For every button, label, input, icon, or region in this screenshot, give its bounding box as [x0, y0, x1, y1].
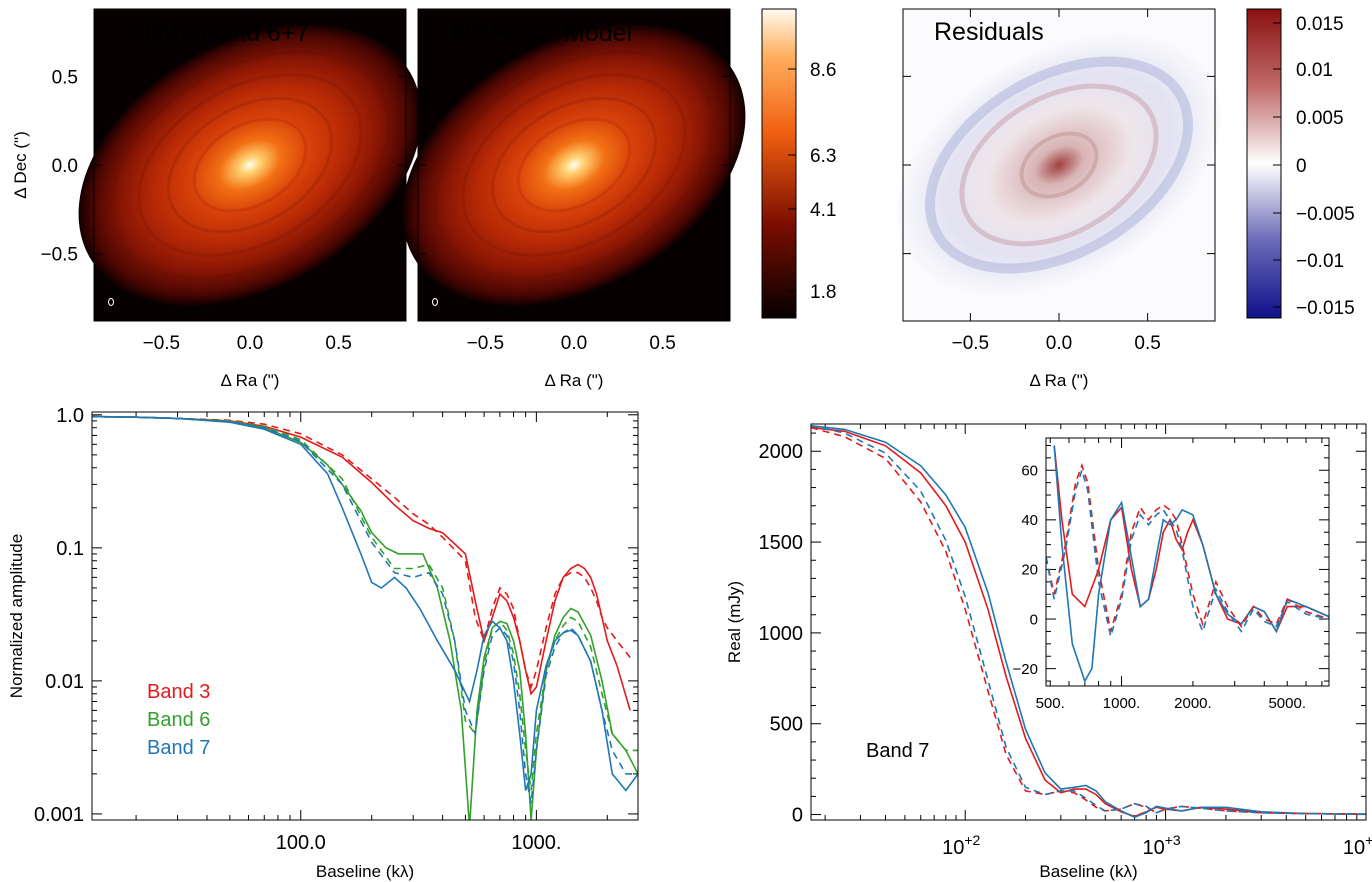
plot-frame: [91, 411, 639, 821]
x-tick-label: −0.5: [952, 333, 990, 354]
colorbar-tick-label: 0.015: [1296, 14, 1344, 35]
x-tick-exponent: +4: [1365, 832, 1372, 848]
y-tick-label: 0.01: [45, 671, 84, 693]
plot-frame: [1045, 437, 1330, 687]
x-axis-label: Baseline (kλ): [316, 862, 414, 881]
y-axis-label: Δ Dec ("): [11, 131, 30, 198]
y-tick-label: −0.5: [40, 245, 78, 266]
x-tick-label: 10+4: [1343, 832, 1372, 859]
x-tick-label: 0.0: [237, 333, 263, 354]
plot-area: [1046, 438, 1329, 686]
y-tick-label: 0.5: [52, 67, 78, 88]
x-tick-label: 100.0: [276, 832, 326, 854]
colorbar-tick-label: 4.1: [810, 200, 836, 221]
plot-frame: [810, 423, 1367, 821]
y-tick-label: 0: [792, 805, 803, 827]
x-tick-label: 0.0: [1046, 333, 1072, 354]
series-line: [92, 415, 638, 804]
y-tick-label: 1500: [759, 532, 804, 554]
x-tick-exponent: +2: [964, 832, 980, 848]
colorbar-tick-label: 0.005: [1296, 108, 1344, 129]
y-tick-label: 0.1: [56, 538, 84, 560]
alma-title: ALMA Band 6+7: [128, 19, 309, 47]
x-tick-label: 2000.: [1174, 695, 1212, 712]
y-tick-label: 60: [1021, 462, 1038, 479]
chart-annotation: Band 7: [866, 740, 929, 762]
x-axis-label: Baseline (kλ): [1039, 862, 1137, 881]
colorbar: 8.6 6.3 4.1 1.8: [761, 8, 836, 319]
x-tick-label: 0.5: [649, 333, 675, 354]
series-line: [811, 425, 1366, 815]
x-tick-label: 0.5: [1134, 333, 1160, 354]
series-line: [811, 426, 1366, 815]
real-part-inset: 500. 1000. 2000. 5000. −20 0 20 40 60: [1013, 437, 1330, 712]
colorbar-tick-label: −0.01: [1296, 251, 1344, 272]
x-tick-label: 1000.: [511, 832, 561, 854]
colorbar-tick-label: 6.3: [810, 146, 836, 167]
beam-marker: [432, 298, 438, 306]
series-line: [1046, 462, 1329, 632]
legend-label: Band 3: [147, 681, 210, 703]
beam-marker: [108, 298, 114, 306]
model-image-panel: MCFOST Model: [402, 8, 746, 322]
series-line: [92, 415, 631, 711]
colorbar-tick-label: 0: [1296, 156, 1307, 177]
x-tick-label: −0.5: [143, 333, 181, 354]
y-tick-label: 2000: [759, 441, 804, 463]
colorbar-tick-label: −0.015: [1296, 298, 1355, 319]
x-axis-label: Δ Ra ("): [221, 371, 280, 390]
colorbar-tick-label: 8.6: [810, 60, 836, 81]
x-tick-label: −0.5: [467, 333, 505, 354]
residual-title: Residuals: [934, 18, 1044, 46]
legend-label: Band 7: [147, 737, 210, 759]
x-tick-label: 0.0: [561, 333, 587, 354]
colorbar-tick-label: 1.8: [810, 282, 836, 303]
y-axis-label: Real (mJy): [725, 581, 744, 663]
amplitude-chart: 100.0 1000. 1.0 0.1 0.01 0.001 Baseline (kλ) No…: [7, 405, 639, 881]
series-line: [1046, 467, 1329, 637]
y-tick-label: 1000: [759, 623, 804, 645]
y-tick-label: 0.001: [34, 804, 84, 826]
x-tick-label: 0.5: [325, 333, 351, 354]
x-tick-label: 10+2: [942, 832, 980, 859]
alma-image-panel: ALMA Band 6+7: [78, 8, 422, 322]
x-tick-label: 5000.: [1268, 695, 1306, 712]
y-tick-label: 0: [1030, 611, 1038, 628]
series-line: [92, 415, 638, 792]
y-tick-label: 1.0: [56, 405, 84, 427]
residual-colorbar: 0.015 0.01 0.005 0 −0.005 −0.01 −0.015: [1246, 8, 1355, 319]
x-tick-exponent: +3: [1165, 832, 1181, 848]
series-line: [92, 415, 638, 820]
x-axis-label: Δ Ra ("): [545, 371, 604, 390]
y-tick-label: −20: [1013, 661, 1038, 678]
x-axis-label: Δ Ra ("): [1030, 371, 1089, 390]
y-axis-label: Normalized amplitude: [7, 534, 26, 698]
colorbar-tick-label: 0.01: [1296, 60, 1333, 81]
x-tick-label: 500.: [1036, 695, 1065, 712]
y-tick-label: 40: [1021, 512, 1038, 529]
y-tick-label: 500: [770, 714, 803, 736]
legend-label: Band 6: [147, 709, 210, 731]
series-line: [92, 415, 638, 791]
x-tick-label: 1000.: [1103, 695, 1141, 712]
colorbar-tick-label: −0.005: [1296, 204, 1355, 225]
model-title: MCFOST Model: [452, 19, 632, 47]
y-tick-label: 20: [1021, 562, 1038, 579]
x-tick-label: 10+3: [1142, 832, 1180, 859]
y-tick-label: 0.0: [52, 156, 78, 177]
series-line: [1053, 445, 1329, 683]
series-line: [92, 415, 631, 690]
residual-image-panel: Residuals: [897, 8, 1221, 322]
